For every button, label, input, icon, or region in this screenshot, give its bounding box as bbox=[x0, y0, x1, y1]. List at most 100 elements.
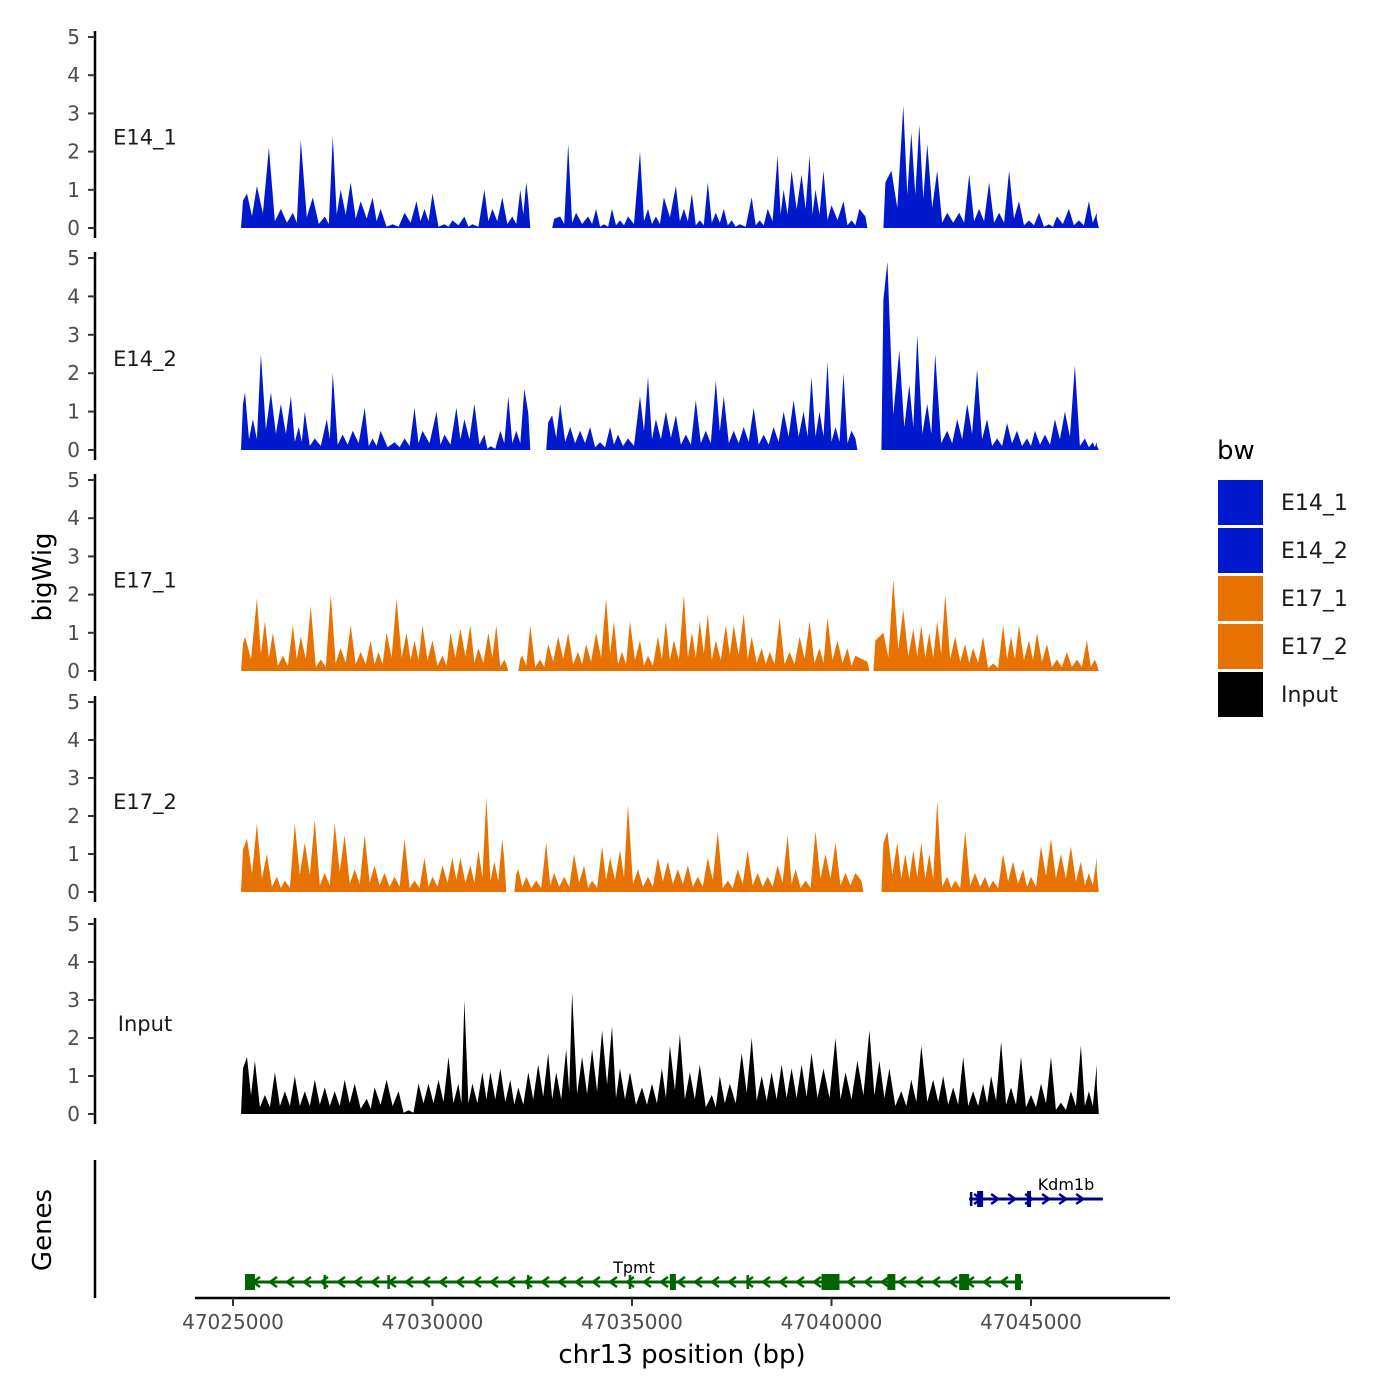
gene-Tpmt: Tpmt bbox=[244, 1258, 1024, 1290]
y-tick-label: 2 bbox=[67, 1026, 80, 1050]
y-tick-label: 0 bbox=[67, 659, 80, 683]
strand-chevron bbox=[505, 1275, 516, 1289]
strand-chevron bbox=[709, 1275, 720, 1289]
strand-chevron bbox=[990, 1192, 1001, 1206]
strand-chevron bbox=[692, 1275, 703, 1289]
track-E14_1: 0 1 2 3 4 5 E14_1 bbox=[67, 25, 1099, 240]
genes-axis-title: Genes bbox=[28, 1189, 58, 1271]
strand-chevron bbox=[794, 1275, 805, 1289]
signal-area-E14_2 bbox=[241, 354, 531, 450]
legend-label: Input bbox=[1281, 683, 1338, 708]
y-tick-label: 1 bbox=[67, 400, 80, 424]
strand-chevron bbox=[862, 1275, 873, 1289]
y-tick-label: 4 bbox=[67, 63, 80, 87]
y-tick-label: 1 bbox=[67, 178, 80, 202]
y-tick-label: 5 bbox=[67, 468, 80, 492]
signal-area-E17_1 bbox=[873, 579, 1099, 671]
y-tick-label: 0 bbox=[67, 1102, 80, 1126]
signal-area-E17_2 bbox=[881, 800, 1099, 892]
signal-area-E17_2 bbox=[241, 797, 507, 892]
y-tick-label: 3 bbox=[67, 101, 80, 125]
strand-chevron bbox=[556, 1275, 567, 1289]
signal-area-E14_1 bbox=[241, 136, 531, 228]
legend-label: E14_1 bbox=[1281, 491, 1348, 516]
strand-chevron bbox=[896, 1275, 907, 1289]
y-tick-label: 4 bbox=[67, 284, 80, 308]
legend-swatch bbox=[1218, 480, 1263, 525]
signal-area-E14_2 bbox=[546, 361, 858, 450]
y-tick-label: 0 bbox=[67, 438, 80, 462]
x-tick-label: 47035000 bbox=[581, 1310, 683, 1334]
signal-area-E17_2 bbox=[514, 804, 864, 892]
y-tick-label: 4 bbox=[67, 506, 80, 530]
y-tick-label: 3 bbox=[67, 988, 80, 1012]
strand-chevron bbox=[998, 1275, 1009, 1289]
track-E17_1: 0 1 2 3 4 5 E17_1 bbox=[67, 468, 1099, 683]
strand-chevron bbox=[641, 1275, 652, 1289]
track-Input: 0 1 2 3 4 5 Input bbox=[67, 912, 1099, 1126]
strand-chevron bbox=[522, 1275, 533, 1289]
signal-area-E14_2 bbox=[881, 261, 1099, 450]
signal-area-E17_1 bbox=[518, 594, 870, 671]
strand-chevron bbox=[981, 1275, 992, 1289]
exon bbox=[669, 1274, 676, 1290]
track-label: E14_1 bbox=[113, 125, 177, 150]
strand-chevron bbox=[726, 1275, 737, 1289]
track-label: E17_2 bbox=[113, 790, 177, 815]
strand-chevron bbox=[658, 1275, 669, 1289]
signal-area-Input bbox=[241, 992, 1099, 1114]
y-tick-label: 1 bbox=[67, 842, 80, 866]
gene-label: Tpmt bbox=[612, 1258, 655, 1277]
exon bbox=[1015, 1274, 1022, 1290]
strand-chevron bbox=[811, 1275, 822, 1289]
legend-swatch bbox=[1218, 528, 1263, 573]
legend-label: E17_2 bbox=[1281, 635, 1348, 660]
y-tick-label: 4 bbox=[67, 728, 80, 752]
strand-chevron bbox=[267, 1275, 278, 1289]
y-tick-label: 5 bbox=[67, 25, 80, 49]
strand-chevron bbox=[930, 1275, 941, 1289]
strand-chevron bbox=[454, 1275, 465, 1289]
legend: bw E14_1 E14_2 E17_1 E17_2 Input bbox=[1217, 436, 1348, 717]
y-tick-label: 3 bbox=[67, 323, 80, 347]
y-tick-label: 1 bbox=[67, 621, 80, 645]
strand-chevron bbox=[590, 1275, 601, 1289]
strand-chevron bbox=[913, 1275, 924, 1289]
strand-chevron bbox=[760, 1275, 771, 1289]
x-tick-label: 47040000 bbox=[781, 1310, 883, 1334]
exon bbox=[887, 1274, 896, 1290]
exon bbox=[959, 1274, 970, 1290]
strand-chevron bbox=[352, 1275, 363, 1289]
strand-chevron bbox=[284, 1275, 295, 1289]
strand-chevron bbox=[845, 1275, 856, 1289]
strand-chevron bbox=[369, 1275, 380, 1289]
y-tick-label: 2 bbox=[67, 140, 80, 164]
strand-chevron bbox=[1007, 1192, 1018, 1206]
y-tick-label: 2 bbox=[67, 583, 80, 607]
strand-chevron bbox=[403, 1275, 414, 1289]
track-label: E17_1 bbox=[113, 568, 177, 593]
y-tick-label: 3 bbox=[67, 766, 80, 790]
exon bbox=[244, 1274, 255, 1290]
strand-chevron bbox=[1075, 1192, 1086, 1206]
signal-area-E14_1 bbox=[883, 105, 1099, 228]
signal-area-E14_1 bbox=[552, 144, 868, 228]
y-tick-label: 5 bbox=[67, 690, 80, 714]
x-axis-title: chr13 position (bp) bbox=[558, 1340, 805, 1370]
exon bbox=[977, 1191, 984, 1207]
exon bbox=[1027, 1191, 1032, 1207]
legend-label: E17_1 bbox=[1281, 587, 1348, 612]
strand-chevron bbox=[573, 1275, 584, 1289]
x-tick-label: 47030000 bbox=[382, 1310, 484, 1334]
legend-swatch bbox=[1218, 576, 1263, 621]
y-tick-label: 2 bbox=[67, 361, 80, 385]
y-tick-label: 1 bbox=[67, 1064, 80, 1088]
track-E17_2: 0 1 2 3 4 5 E17_2 bbox=[67, 690, 1099, 904]
strand-chevron bbox=[420, 1275, 431, 1289]
track-E14_2: 0 1 2 3 4 5 E14_2 bbox=[67, 246, 1099, 462]
track-label: Input bbox=[118, 1012, 172, 1036]
legend-title: bw bbox=[1217, 436, 1255, 466]
signal-area-E17_1 bbox=[241, 594, 509, 671]
strand-chevron bbox=[743, 1275, 754, 1289]
x-tick-label: 47025000 bbox=[182, 1310, 284, 1334]
